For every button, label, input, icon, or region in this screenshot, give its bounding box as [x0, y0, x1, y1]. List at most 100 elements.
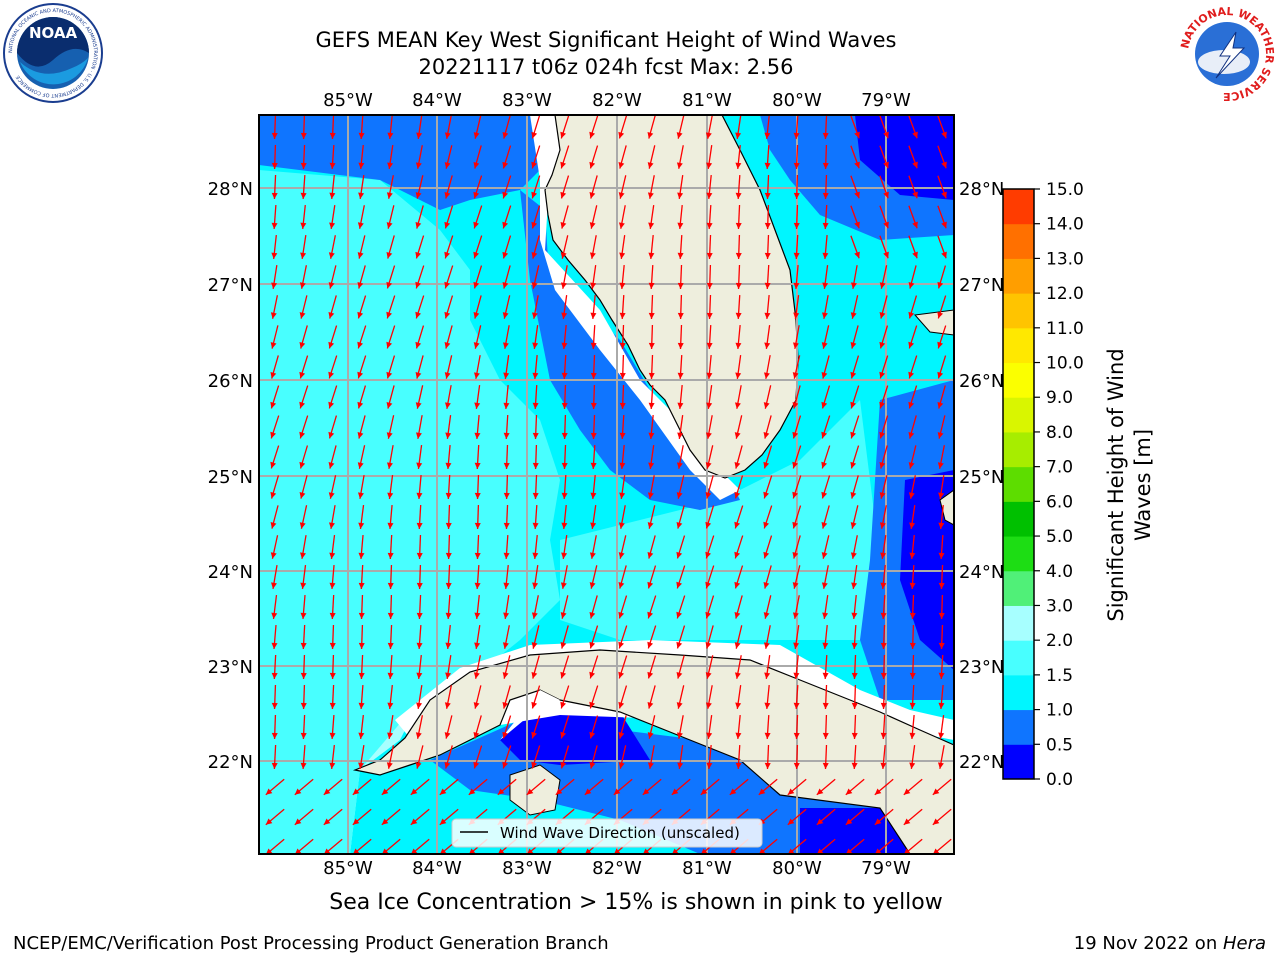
wave-direction-arrow [763, 385, 772, 409]
wave-direction-arrow [474, 534, 481, 560]
wave-direction-arrow [271, 265, 278, 289]
wave-direction-arrow [329, 624, 336, 650]
wave-direction-arrow [821, 565, 829, 589]
legend-label: Wind Wave Direction (unscaled) [500, 824, 740, 842]
wave-direction-arrow [357, 445, 366, 469]
wave-direction-arrow [328, 445, 337, 469]
wave-direction-arrow [908, 295, 918, 319]
florida-land [544, 115, 799, 479]
wave-direction-arrow [589, 625, 599, 649]
wave-direction-arrow [415, 265, 425, 289]
colorbar-label-line1: Significant Height of Wind [1104, 348, 1128, 621]
wave-direction-arrow [735, 355, 742, 379]
wave-direction-arrow [502, 685, 511, 709]
lat-label-right: 26°N [959, 371, 1004, 392]
wave-direction-arrow [850, 505, 859, 529]
wave-direction-arrow [909, 534, 916, 560]
wave-direction-arrow [619, 294, 626, 320]
wave-direction-arrow [705, 445, 714, 469]
wave-direction-arrow [850, 355, 860, 379]
wave-direction-arrow [734, 475, 744, 499]
wave-direction-arrow [532, 504, 539, 530]
wave-direction-arrow [270, 355, 279, 379]
wave-direction-arrow [271, 624, 278, 650]
wave-direction-arrow [560, 235, 569, 259]
wave-direction-arrow [503, 504, 510, 530]
lon-label-bottom: 81°W [682, 858, 732, 879]
wave-direction-arrow [909, 594, 916, 620]
wave-direction-arrow [357, 385, 367, 409]
wave-direction-arrow [415, 325, 425, 349]
lon-label-top: 82°W [592, 90, 642, 111]
wave-direction-arrow [502, 625, 510, 649]
wave-direction-arrow [850, 385, 860, 409]
wave-direction-arrow [763, 625, 771, 649]
wave-direction-arrow [444, 295, 454, 319]
wave-direction-arrow [706, 294, 713, 320]
wave-direction-arrow [410, 808, 430, 826]
band-0-0-5-ne [855, 115, 954, 200]
wave-direction-arrow [416, 474, 423, 500]
wave-direction-arrow [705, 535, 715, 559]
colorbar-tick-label: 13.0 [1046, 249, 1084, 269]
wave-direction-arrow [561, 324, 568, 350]
wave-direction-arrow [329, 505, 336, 529]
wave-direction-arrow [271, 654, 278, 680]
wave-direction-arrow [821, 355, 830, 379]
wave-direction-arrow [386, 415, 395, 439]
wave-direction-arrow [821, 445, 831, 469]
wave-direction-arrow [300, 235, 307, 259]
wave-direction-arrow [734, 415, 743, 439]
wave-direction-arrow [329, 115, 336, 140]
wave-direction-arrow [323, 838, 343, 854]
wave-direction-arrow [792, 325, 800, 349]
wave-direction-arrow [792, 415, 802, 439]
wave-direction-arrow [676, 565, 686, 589]
wave-direction-arrow [444, 265, 454, 289]
wave-direction-arrow [618, 655, 628, 679]
wave-direction-arrow [816, 778, 836, 796]
lon-label-bottom: 79°W [861, 858, 911, 879]
wave-direction-arrow [619, 414, 626, 440]
wave-direction-arrow [328, 355, 338, 379]
wave-direction-arrow [526, 778, 546, 796]
wave-direction-arrow [908, 415, 917, 439]
wave-direction-arrow [358, 745, 365, 769]
wave-direction-arrow [705, 565, 715, 589]
wave-direction-arrow [938, 564, 945, 590]
colorbar-tick-label: 7.0 [1046, 458, 1073, 478]
wave-direction-arrow [474, 504, 481, 530]
lat-label-right: 24°N [959, 562, 1004, 583]
wave-direction-arrow [416, 564, 423, 590]
wave-direction-arrow [879, 355, 889, 379]
wave-direction-arrow [879, 145, 889, 169]
wave-direction-arrow [647, 145, 656, 169]
wave-direction-arrow [822, 265, 829, 289]
wave-direction-arrow [648, 294, 655, 320]
wave-direction-arrow [908, 145, 918, 169]
wave-direction-arrow [590, 354, 597, 380]
wave-direction-arrow [590, 505, 597, 529]
lon-label-top: 80°W [772, 90, 822, 111]
lat-label-right: 22°N [959, 752, 1004, 773]
wave-direction-arrow [932, 778, 952, 796]
wave-direction-arrow [560, 655, 570, 679]
lat-label-left: 24°N [208, 562, 253, 583]
wave-direction-arrow [647, 115, 656, 139]
wave-direction-arrow [700, 778, 720, 796]
wave-direction-arrow [647, 715, 656, 739]
wave-direction-arrow [909, 505, 916, 529]
wave-direction-arrow [734, 535, 744, 559]
wave-direction-arrow [764, 204, 771, 230]
wave-direction-arrow [908, 235, 918, 259]
wave-direction-arrow [821, 385, 831, 409]
chart-subtitle: 20221117 t06z 024h fcst Max: 2.56 [418, 55, 794, 79]
wave-direction-arrow [358, 475, 365, 499]
wave-direction-arrow [561, 414, 568, 440]
wave-direction-arrow [735, 744, 742, 770]
wave-direction-arrow [502, 205, 512, 229]
wave-direction-arrow [502, 175, 512, 199]
wave-direction-arrow [416, 655, 423, 679]
band-1-5-2-0-east [560, 400, 880, 640]
wave-direction-arrow [642, 778, 662, 796]
